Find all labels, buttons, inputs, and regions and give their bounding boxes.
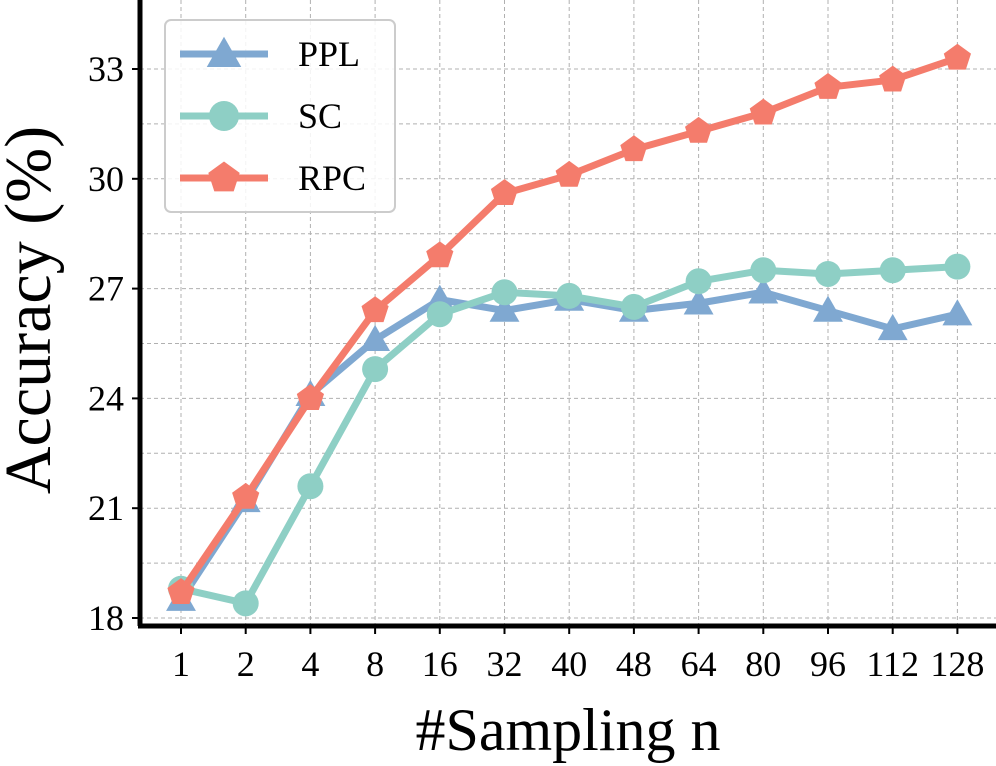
x-tick-label: 112 bbox=[866, 644, 919, 684]
x-tick-label: 96 bbox=[810, 644, 846, 684]
data-point-sc bbox=[879, 257, 906, 284]
data-point-sc bbox=[815, 260, 841, 287]
data-point-rpc bbox=[879, 65, 907, 92]
data-point-sc bbox=[426, 301, 453, 328]
series-rpc bbox=[167, 43, 972, 604]
legend-marker-sc bbox=[209, 101, 239, 131]
data-point-ppl bbox=[942, 299, 973, 326]
x-tick-label: 4 bbox=[301, 644, 319, 684]
series-layer bbox=[166, 43, 973, 617]
axes bbox=[137, 0, 996, 629]
data-point-rpc bbox=[814, 73, 842, 99]
y-axis-title: Accuracy (%) bbox=[0, 126, 65, 494]
data-point-rpc bbox=[943, 43, 972, 70]
x-tick-label: 2 bbox=[237, 644, 255, 684]
data-point-rpc bbox=[749, 98, 777, 125]
legend-item-ppl: PPL bbox=[180, 34, 360, 74]
data-point-rpc bbox=[620, 135, 648, 162]
x-axis-title: #Sampling n bbox=[415, 697, 720, 763]
x-tick-label: 32 bbox=[487, 644, 523, 684]
data-point-rpc bbox=[684, 116, 713, 143]
legend-item-sc: SC bbox=[180, 96, 342, 136]
y-tick-label: 21 bbox=[88, 488, 124, 528]
data-point-rpc bbox=[296, 384, 325, 410]
x-tick-label: 16 bbox=[422, 644, 458, 684]
data-point-ppl bbox=[360, 324, 391, 352]
data-point-ppl bbox=[683, 288, 714, 315]
data-point-sc bbox=[232, 590, 259, 617]
data-point-sc bbox=[491, 279, 518, 306]
y-tick-label: 33 bbox=[88, 49, 124, 89]
x-tick-label: 128 bbox=[930, 644, 984, 684]
data-point-sc bbox=[556, 282, 583, 309]
data-point-sc bbox=[620, 293, 647, 320]
legend-marker-ppl bbox=[206, 36, 242, 67]
data-point-sc bbox=[750, 257, 777, 284]
data-point-ppl bbox=[813, 295, 843, 322]
legend-label: PPL bbox=[298, 34, 360, 74]
x-tick-label: 1 bbox=[172, 644, 190, 684]
x-tick-label: 8 bbox=[366, 644, 384, 684]
legend-item-rpc: RPC bbox=[180, 158, 366, 198]
y-tick-label: 18 bbox=[88, 598, 124, 638]
data-point-rpc bbox=[490, 179, 519, 206]
data-point-sc bbox=[362, 356, 389, 383]
data-point-ppl bbox=[748, 277, 779, 304]
legend-label: SC bbox=[298, 96, 342, 136]
legend: PPL SC RPC bbox=[164, 19, 396, 213]
legend-marker-rpc bbox=[208, 161, 240, 192]
data-point-rpc bbox=[426, 241, 454, 268]
y-tick-label: 27 bbox=[88, 269, 124, 309]
data-point-rpc bbox=[555, 160, 583, 187]
x-tick-label: 48 bbox=[616, 644, 652, 684]
x-tick-label: 64 bbox=[681, 644, 717, 684]
data-point-rpc bbox=[361, 296, 389, 323]
data-point-ppl bbox=[489, 295, 520, 322]
x-tick-label: 40 bbox=[551, 644, 587, 684]
data-point-sc bbox=[297, 473, 324, 500]
x-tick-label: 80 bbox=[745, 644, 781, 684]
data-point-sc bbox=[685, 268, 712, 295]
data-point-rpc bbox=[167, 578, 195, 604]
data-point-ppl bbox=[877, 313, 908, 341]
data-point-rpc bbox=[232, 482, 260, 509]
y-tick-label: 30 bbox=[88, 159, 124, 199]
legend-label: RPC bbox=[298, 158, 366, 198]
y-tick-label: 24 bbox=[88, 378, 124, 418]
series-sc bbox=[168, 253, 971, 617]
data-point-sc bbox=[944, 253, 971, 280]
